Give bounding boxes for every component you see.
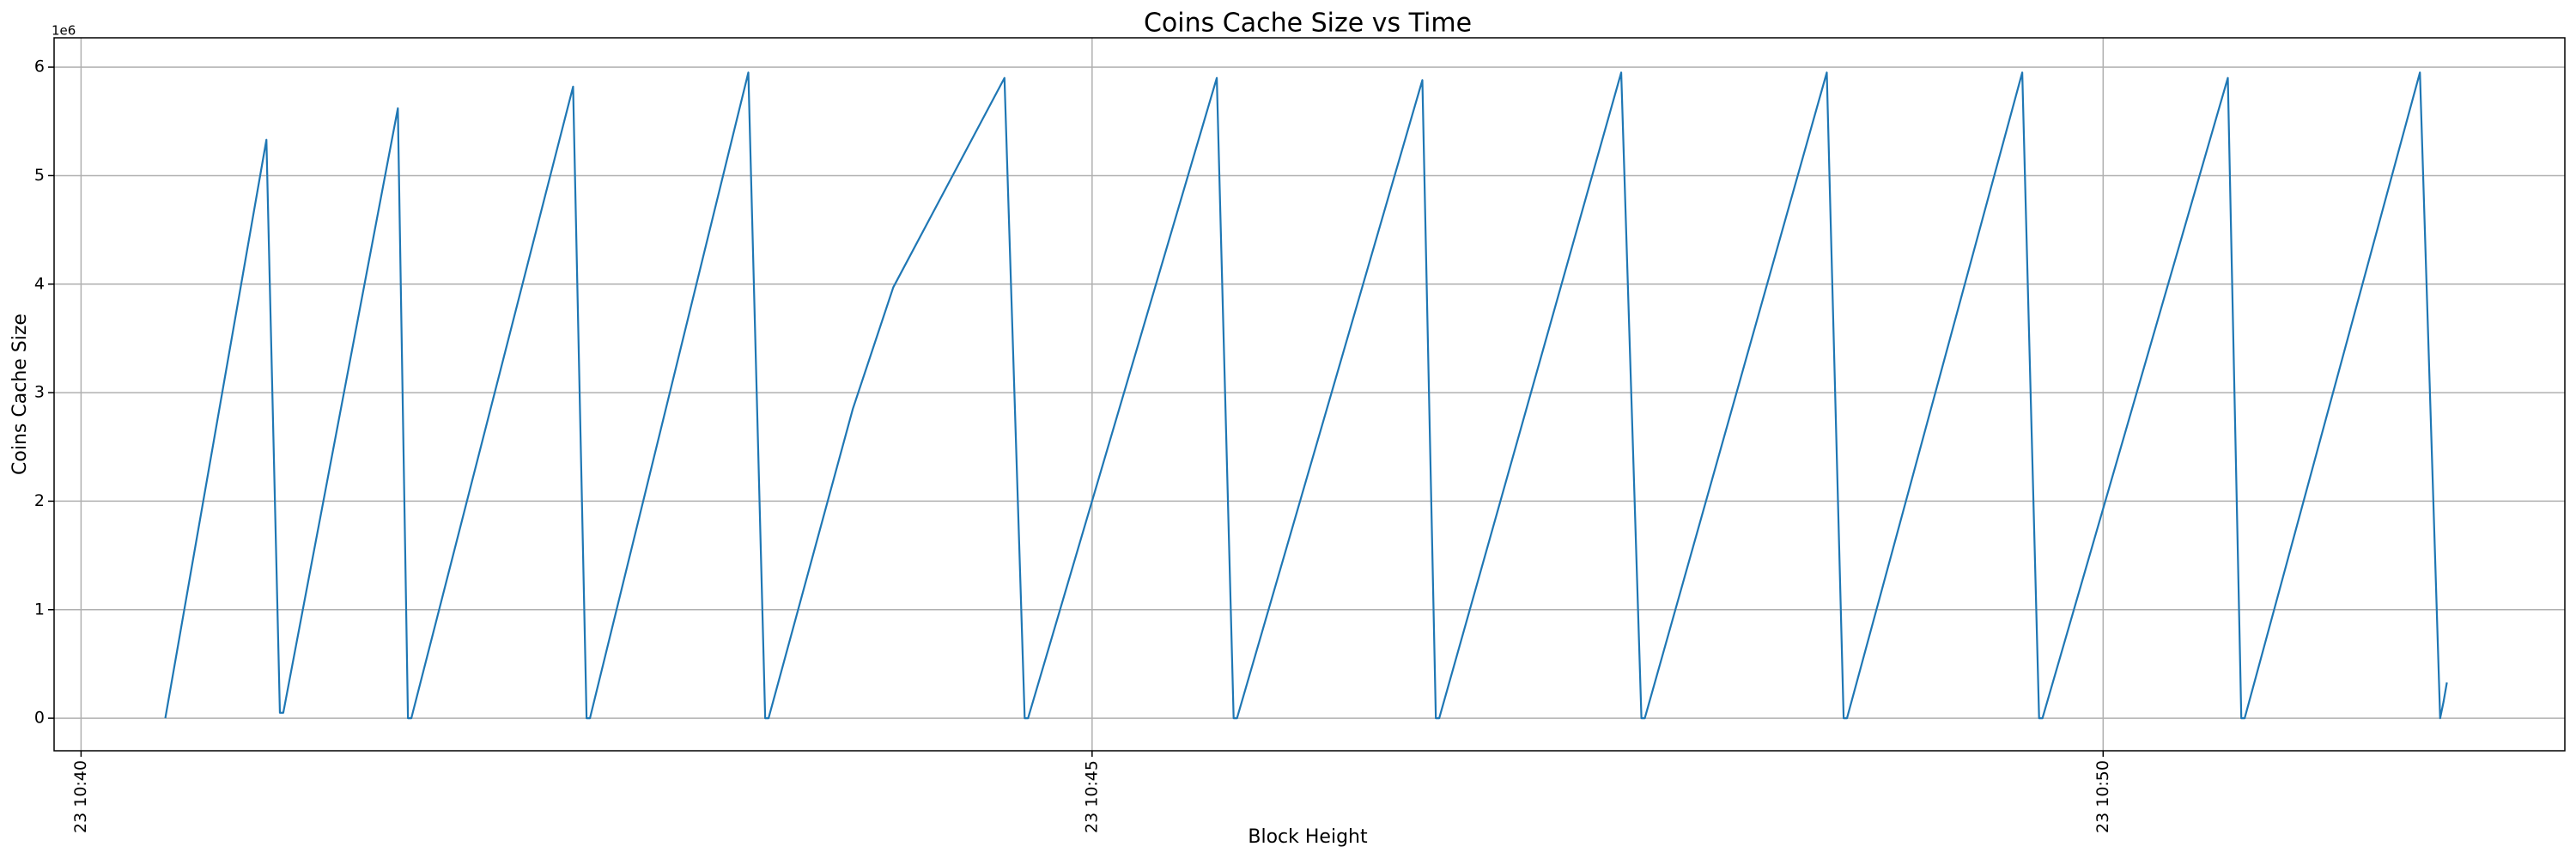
axes-frame [53, 37, 2566, 752]
y-tick-label: 4 [34, 274, 45, 293]
x-tick-label: 23 10:40 [71, 760, 90, 833]
y-tick-label: 0 [34, 709, 45, 728]
x-axis-label: Block Height [1248, 826, 1368, 848]
chart-title: Coins Cache Size vs Time [1144, 9, 1472, 39]
plot [164, 71, 2448, 720]
y-tick-label: 1 [34, 600, 45, 618]
line-series [164, 71, 2448, 720]
x-tick-label: 23 10:50 [2093, 760, 2112, 833]
y-offset-label: 1e6 [52, 23, 76, 39]
y-tick-label: 2 [34, 491, 45, 510]
y-axis-label: Coins Cache Size [9, 314, 31, 475]
x-tick-label: 23 10:45 [1082, 760, 1101, 833]
y-tick-label: 5 [34, 166, 45, 185]
y-tick-label: 6 [34, 58, 45, 76]
grid [54, 38, 2565, 751]
y-tick-label: 3 [34, 383, 45, 402]
